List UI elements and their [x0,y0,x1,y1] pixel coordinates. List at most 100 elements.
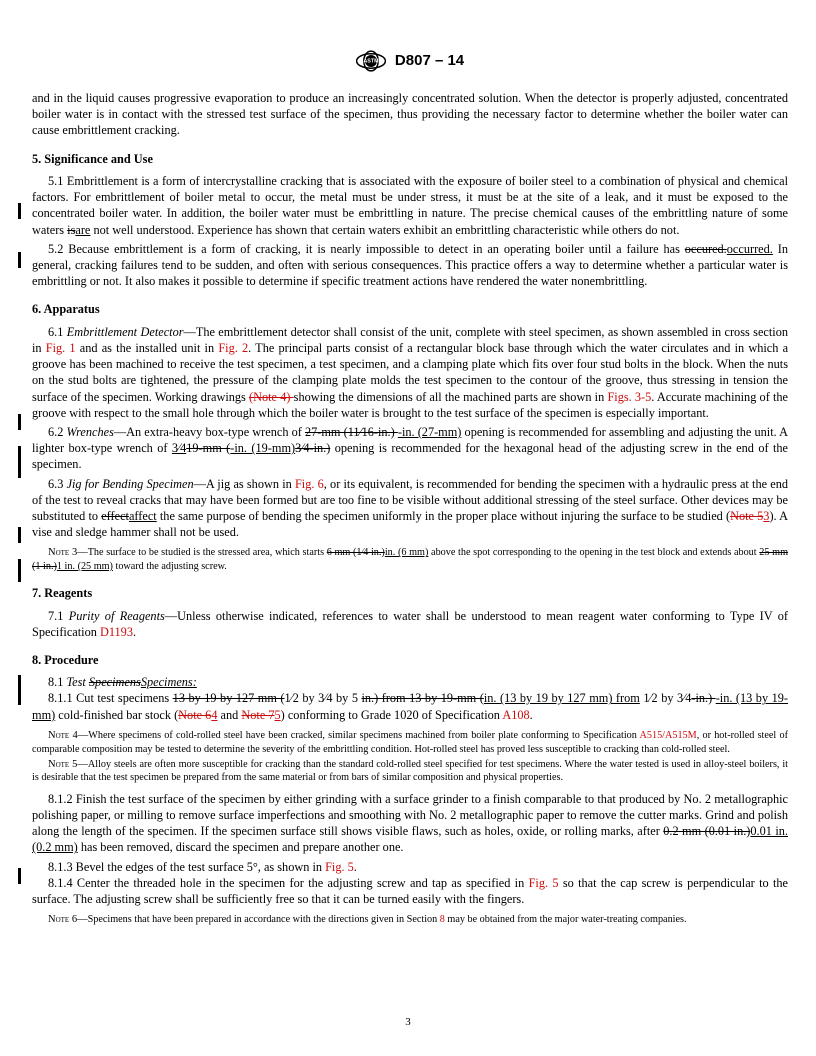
page-number: 3 [0,1015,816,1030]
figure-ref[interactable]: Fig. 1 [46,341,76,355]
para-8-1-4: 8.1.4 Center the threaded hole in the sp… [32,875,788,907]
deleted-text: 13 by 19 by 127 mm ( [173,691,285,705]
text: . [530,708,533,722]
deleted-text: Note 5 [730,509,763,523]
deleted-text: Specimens [89,675,141,689]
svg-text:ASTM: ASTM [363,59,379,65]
figure-ref[interactable]: Fig. 6 [295,477,324,491]
inserted-text: 3⁄4 [172,441,186,455]
inserted-text: affect [129,509,157,523]
text: and as the installed unit in [76,341,219,355]
deleted-text: Note 7 [241,708,274,722]
note-5: Note 5—Alloy steels are often more susce… [32,758,788,785]
text: above the spot corresponding to the open… [428,547,759,558]
text: . [133,625,136,639]
deleted-text: 0.2 mm (0.01 in.) [663,824,750,838]
text: and [217,708,241,722]
para-8-1: 8.1 Test SpecimensSpecimens: [32,674,788,690]
document-id: D807 – 14 [395,51,464,71]
inserted-text: 1 in. (25 mm) [57,561,113,572]
note-label: Note 4— [48,730,88,741]
figure-ref[interactable]: Fig. 2 [218,341,248,355]
change-bar [18,203,21,219]
run-in-heading: Wrenches [67,425,114,439]
para-5-2: 5.2 Because embrittlement is a form of c… [32,241,788,290]
text: 1⁄2 by 3⁄4 [640,691,692,705]
deleted-text: Note 6 [178,708,211,722]
note-3: Note 3—The surface to be studied is the … [32,546,788,573]
astm-logo-icon: ASTM [356,50,386,72]
note-4: Note 4—Where specimens of cold-rolled st… [32,729,788,756]
run-in-heading: Test SpecimensSpecimens: [66,675,196,689]
section-6-heading: 6. Apparatus [32,301,788,317]
deleted-text: occured. [685,242,727,256]
text: 5.2 Because embrittlement is a form of c… [48,242,685,256]
change-bar [18,559,21,582]
section-7-heading: 7. Reagents [32,585,788,601]
text: 8.1.1 Cut test specimens [48,691,173,705]
para-5-1: 5.1 Embrittlement is a form of intercrys… [32,173,788,238]
inserted-text: in. (13 by 19 by 127 mm) from [484,691,640,705]
run-in-heading: Jig for Bending Specimen [67,477,194,491]
figure-ref[interactable]: Figs. 3-5 [607,390,651,404]
para-8-1-2: 8.1.2 Finish the test surface of the spe… [32,791,788,856]
text: not well understood. Experience has show… [90,223,679,237]
change-bar [18,868,21,884]
deleted-note-ref: (Note 4) [249,390,294,404]
para-7-1: 7.1 Purity of Reagents—Unless otherwise … [32,608,788,640]
text: Where specimens of cold-rolled steel hav… [88,730,639,741]
note-label: Note 5— [48,759,88,770]
change-bar [18,446,21,478]
text: —An extra-heavy box-type wrench of [114,425,305,439]
text: Alloy steels are often more susceptible … [32,759,788,784]
figure-ref[interactable]: Fig. 5 [325,860,354,874]
spec-ref[interactable]: A108 [502,708,529,722]
spec-ref[interactable]: D1193 [100,625,133,639]
inserted-text: occurred. [727,242,773,256]
note-ref[interactable]: Note 53 [730,509,769,523]
text: has been removed, discard the specimen a… [78,840,404,854]
deleted-text: 1⁄16 [353,425,374,439]
note-label: Note 3— [48,547,88,558]
deleted-text: 27-mm (1 [305,425,353,439]
inserted-text: in. (6 mm) [385,547,429,558]
note-label: Note 6— [48,914,88,925]
para-6-3: 6.3 Jig for Bending Specimen—A jig as sh… [32,476,788,541]
deleted-text: -in.) [374,425,398,439]
text: 8.1.4 Center the threaded hole in the sp… [48,876,529,890]
text: 8.1.3 Bevel the edges of the test surfac… [48,860,325,874]
section-5-heading: 5. Significance and Use [32,151,788,167]
note-ref[interactable]: Note 75 [241,708,280,722]
text: Specimens that have been prepared in acc… [88,914,440,925]
run-in-heading: Embrittlement Detector [67,325,184,339]
text: 1⁄2 by 3⁄4 by 5 [285,691,362,705]
section-8-heading: 8. Procedure [32,652,788,668]
figure-ref[interactable]: Fig. 5 [529,876,559,890]
change-bar [18,527,21,543]
deleted-text: 19-mm ( [186,441,230,455]
text: ) conforming to Grade 1020 of Specificat… [281,708,503,722]
change-bar [18,675,21,705]
inserted-text: Specimens: [141,675,197,689]
text: The surface to be studied is the stresse… [88,547,327,558]
page: ASTM D807 – 14 and in the liquid causes … [0,0,816,1056]
inserted-text: -in. (27-mm) [398,425,462,439]
para-8-1-1: 8.1.1 Cut test specimens 13 by 19 by 127… [32,690,788,722]
spec-ref[interactable]: A515/A515M [640,730,697,741]
text: the same purpose of bending the specimen… [157,509,730,523]
note-ref[interactable]: Note 64 [178,708,217,722]
deleted-text: 6 mm (1⁄4 in.) [327,547,385,558]
text: may be obtained from the major water-tre… [445,914,687,925]
deleted-text: 3⁄4-in.) [295,441,330,455]
deleted-text: in.) from 13 by 19-mm ( [361,691,483,705]
change-bar [18,252,21,268]
text: . [354,860,357,874]
para-6-2: 6.2 Wrenches—An extra-heavy box-type wre… [32,424,788,473]
inserted-text: -in. (19-mm) [230,441,295,455]
intro-continued: and in the liquid causes progressive eva… [32,90,788,139]
deleted-text: -in.) [691,691,715,705]
para-6-1: 6.1 Embrittlement Detector—The embrittle… [32,324,788,421]
para-8-1-3: 8.1.3 Bevel the edges of the test surfac… [32,859,788,875]
text: showing the dimensions of all the machin… [294,390,608,404]
change-bar [18,414,21,430]
